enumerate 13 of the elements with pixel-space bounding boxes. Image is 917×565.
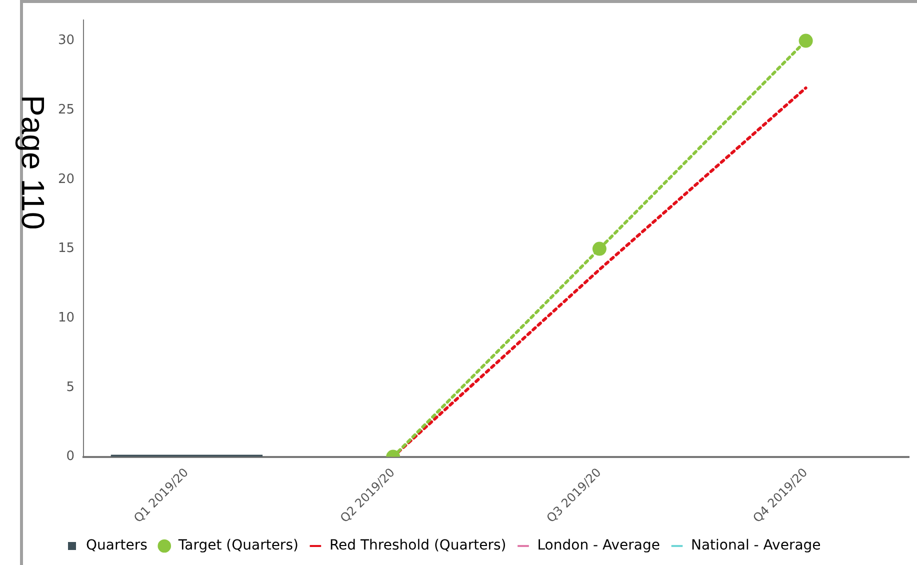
legend-label: Target (Quarters) — [177, 538, 298, 554]
y-tick-label: 0 — [66, 449, 75, 464]
y-tick-label: 25 — [58, 102, 75, 118]
legend-label: Quarters — [86, 538, 148, 554]
y-tick-label: 20 — [58, 172, 75, 187]
legend-label: London - Average — [537, 538, 660, 554]
y-tick-label: 10 — [58, 310, 75, 326]
y-tick-label: 15 — [58, 241, 75, 256]
text: Page 110 — [14, 95, 51, 230]
legend-label: National - Average — [691, 538, 821, 554]
y-tick-label: 5 — [66, 380, 75, 395]
legend-label: Red Threshold (Quarters) — [329, 538, 506, 554]
y-tick-label: 30 — [58, 33, 75, 48]
